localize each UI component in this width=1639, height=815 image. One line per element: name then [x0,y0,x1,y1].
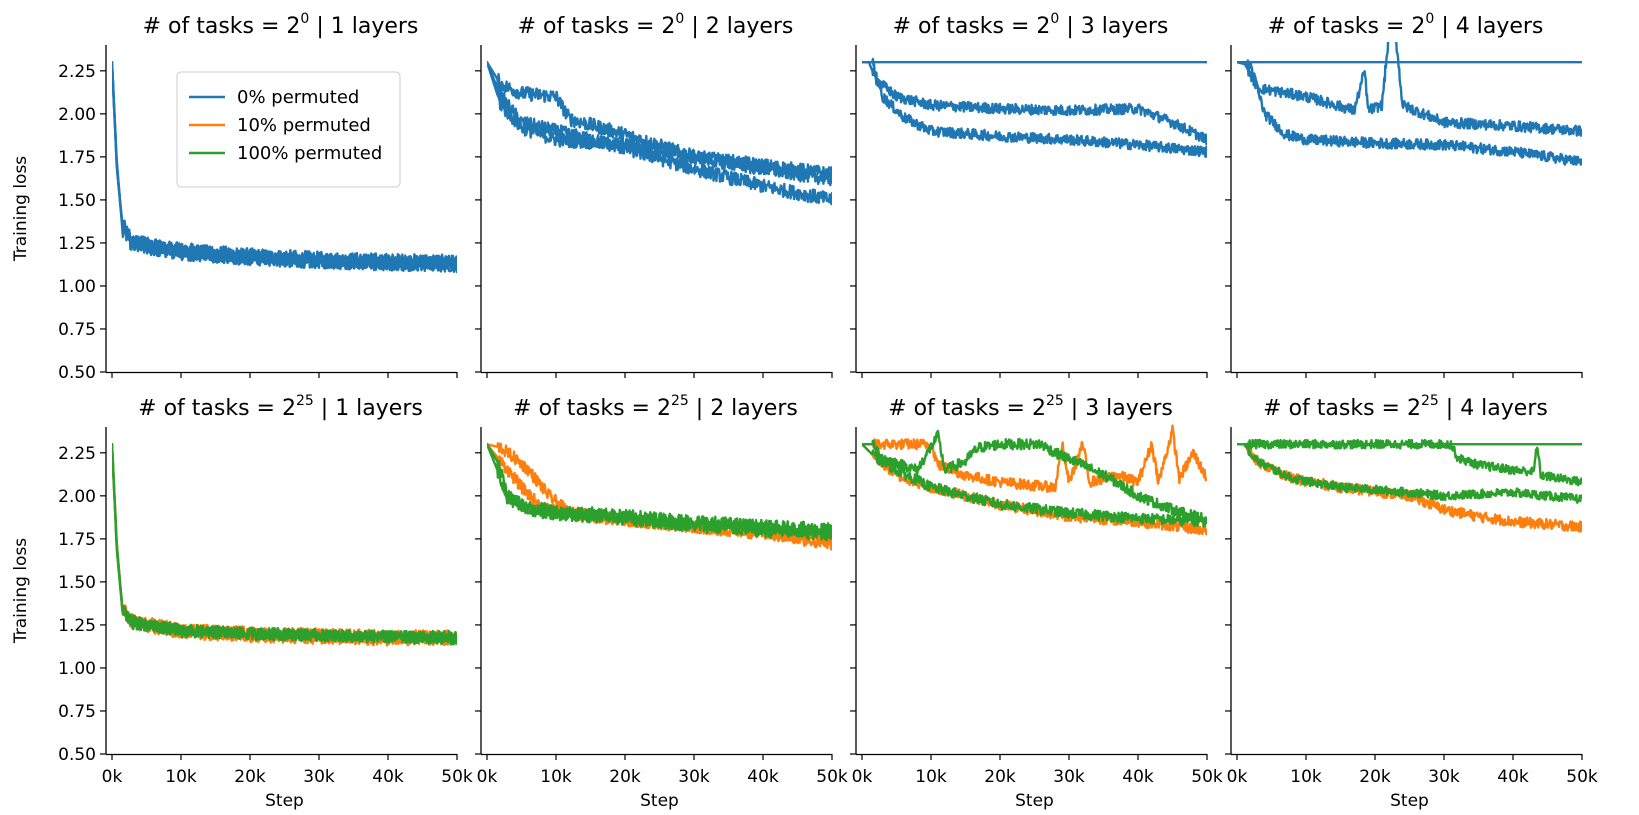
x-axis-label: Step [265,791,304,811]
subplot-title: # of tasks = 225 | 2 layers [513,393,798,421]
x-tick-label: 50k [816,767,848,787]
x-tick-label: 10k [915,767,947,787]
series-line-green [862,443,1207,528]
series-line-green [112,443,457,646]
y-tick-label: 0.50 [58,745,96,765]
series-line-blue [1237,42,1582,137]
series-group [862,57,1207,158]
series-line-blue [862,57,1207,158]
subplot-7: 0k 10k 20k 30k 40k 50k # of tasks = 225 | 3 la… [850,393,1223,811]
y-tick-label: 1.00 [58,659,96,679]
subplot-3: # of tasks = 20 | 3 layers [850,11,1208,378]
x-axis-label: Step [1390,791,1429,811]
y-tick-label: 1.25 [58,616,96,636]
x-tick-label: 40k [747,767,779,787]
legend-label: 10% permuted [237,115,371,136]
x-tick-label: 50k [1566,767,1598,787]
x-tick-label: 20k [1359,767,1391,787]
x-tick-label: 30k [678,767,710,787]
y-tick-label: 1.50 [58,573,96,593]
series-line-green [112,443,457,645]
subplot-8: 0k 10k 20k 30k 40k 50k # of tasks = 225 | 4 la… [1225,393,1598,811]
x-tick-label: 50k [1191,767,1223,787]
x-axis-label: Step [640,791,679,811]
series-line-blue [862,61,1207,146]
legend-label: 100% permuted [237,143,382,164]
subplot-1: 0.50 0.75 1.00 1.25 1.50 1.75 2.00 2.25 # of tas… [11,11,458,383]
series-line-orange [862,424,1207,493]
y-axis-label: Training loss [11,538,31,644]
series-group [862,424,1207,536]
x-axis-label: Step [1015,791,1054,811]
subplot-6: 0k 10k 20k 30k 40k 50k # of tasks = 225 | 2 la… [475,393,848,811]
series-group [112,61,457,274]
x-tick-label: 0k [477,767,498,787]
series-line-blue [1237,59,1582,166]
series-group [487,61,832,206]
y-tick-label: 1.25 [58,234,96,254]
x-tick-label: 0k [102,767,123,787]
y-tick-label: 2.25 [58,62,96,82]
x-tick-label: 40k [372,767,404,787]
y-tick-label: 0.75 [58,702,96,722]
subplot-4: # of tasks = 20 | 4 layers [1225,11,1583,378]
series-group [1237,438,1582,533]
x-tick-label: 40k [1122,767,1154,787]
x-tick-label: 10k [1290,767,1322,787]
x-tick-label: 30k [1053,767,1085,787]
subplot-2: # of tasks = 20 | 2 layers [475,11,833,378]
y-tick-label: 0.75 [58,320,96,340]
subplot-title: # of tasks = 20 | 3 layers [893,11,1169,39]
series-group [487,442,832,551]
subplot-title: # of tasks = 20 | 4 layers [1268,11,1544,39]
y-axis-label: Training loss [11,156,31,262]
subplot-title: # of tasks = 225 | 1 layers [138,393,423,421]
series-line-green [1237,438,1582,487]
x-tick-label: 40k [1497,767,1529,787]
x-tick-label: 0k [1227,767,1248,787]
legend-label: 0% permuted [237,87,359,108]
series-line-green [487,443,832,538]
series-line-blue [487,61,832,187]
series-group [112,443,457,647]
x-tick-label: 10k [540,767,572,787]
subplot-title: # of tasks = 225 | 4 layers [1263,393,1548,421]
y-tick-label: 1.75 [58,530,96,550]
series-line-orange [1237,443,1582,533]
subplot-title: # of tasks = 20 | 2 layers [518,11,794,39]
x-tick-label: 50k [441,767,473,787]
y-tick-label: 0.50 [58,363,96,383]
series-line-blue [112,61,457,270]
x-tick-label: 20k [609,767,641,787]
series-line-orange [112,443,457,645]
legend-frame [176,71,401,188]
x-tick-label: 10k [165,767,197,787]
x-tick-label: 30k [1428,767,1460,787]
series-group [1237,42,1582,166]
x-tick-label: 20k [984,767,1016,787]
y-tick-label: 2.25 [58,444,96,464]
x-tick-label: 20k [234,767,266,787]
x-tick-label: 30k [303,767,335,787]
y-tick-label: 2.00 [58,487,96,507]
subplot-title: # of tasks = 225 | 3 layers [888,393,1173,421]
subplot-5: 0.50 0.75 1.00 1.25 1.50 1.75 2.00 2.25 0k 10k 20k… [11,393,473,811]
subplot-title: # of tasks = 20 | 1 layers [143,11,419,39]
y-tick-label: 1.75 [58,148,96,168]
y-tick-label: 1.00 [58,277,96,297]
y-tick-label: 1.50 [58,191,96,211]
series-line-green [1237,443,1582,504]
legend: 0% permuted 10% permuted 100% permuted [176,71,401,188]
series-line-orange [112,443,457,647]
series-line-green [862,429,1207,524]
y-tick-label: 2.00 [58,105,96,125]
x-tick-label: 0k [852,767,873,787]
